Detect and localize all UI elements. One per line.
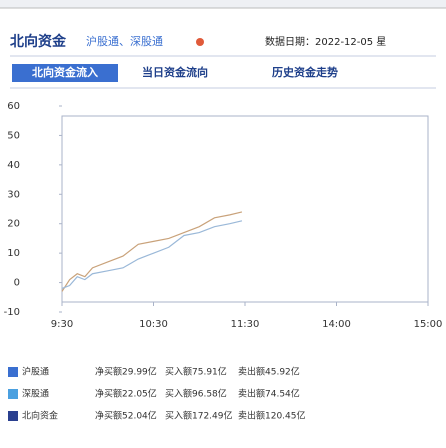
status-dot [196, 38, 204, 46]
y-tick-label: -10 [4, 307, 20, 318]
summary-cell: 卖出额74.54亿 [238, 388, 300, 400]
date: 数据日期：2022-12-05 星 [265, 35, 386, 48]
summary-cell: 净买额29.99亿 [95, 366, 157, 378]
x-tick-label: 14:00 [322, 319, 351, 330]
y-tick-label: 30 [7, 189, 20, 200]
summary-cell: 北向资金 [22, 410, 58, 422]
y-tick-label: 10 [7, 248, 20, 259]
y-tick-label: 60 [7, 101, 20, 112]
x-tick-label: 11:30 [231, 319, 260, 330]
y-tick-label: 0 [14, 278, 20, 289]
y-tick-label: 50 [7, 130, 20, 141]
tab-label[interactable]: 历史资金走势 [272, 65, 338, 79]
x-tick-label: 15:00 [414, 319, 443, 330]
tab-active[interactable] [12, 64, 118, 82]
legend-swatch [8, 411, 18, 421]
line-series [61, 220, 243, 290]
plot-frame [61, 115, 429, 303]
y-tick-label: 20 [7, 219, 20, 230]
subtitle: 沪股通、深股通 [86, 34, 163, 48]
summary-cell: 卖出额45.92亿 [238, 366, 300, 378]
x-tick-label: 9:30 [51, 319, 73, 330]
summary-cell: 深股通 [22, 389, 49, 400]
summary-cell: 买入额96.58亿 [165, 388, 227, 400]
summary-cell: 买入额75.91亿 [165, 366, 227, 378]
summary-cell: 卖出额120.45亿 [238, 410, 306, 422]
tab-label[interactable]: 当日资金流向 [142, 65, 208, 79]
y-tick-label: 40 [7, 160, 20, 171]
summary-cell: 净买额22.05亿 [95, 388, 157, 400]
summary-cell: 净买额52.04亿 [95, 410, 157, 422]
tab-label[interactable]: 北向资金流入 [32, 65, 98, 79]
summary-cell: 买入额172.49亿 [165, 410, 233, 422]
line-series [61, 211, 243, 292]
title: 北向资金 [10, 33, 67, 50]
legend-swatch [8, 389, 18, 399]
summary-cell: 沪股通 [22, 366, 49, 378]
top-strip [0, 0, 446, 8]
legend-swatch [8, 367, 18, 377]
x-tick-label: 10:30 [139, 319, 168, 330]
